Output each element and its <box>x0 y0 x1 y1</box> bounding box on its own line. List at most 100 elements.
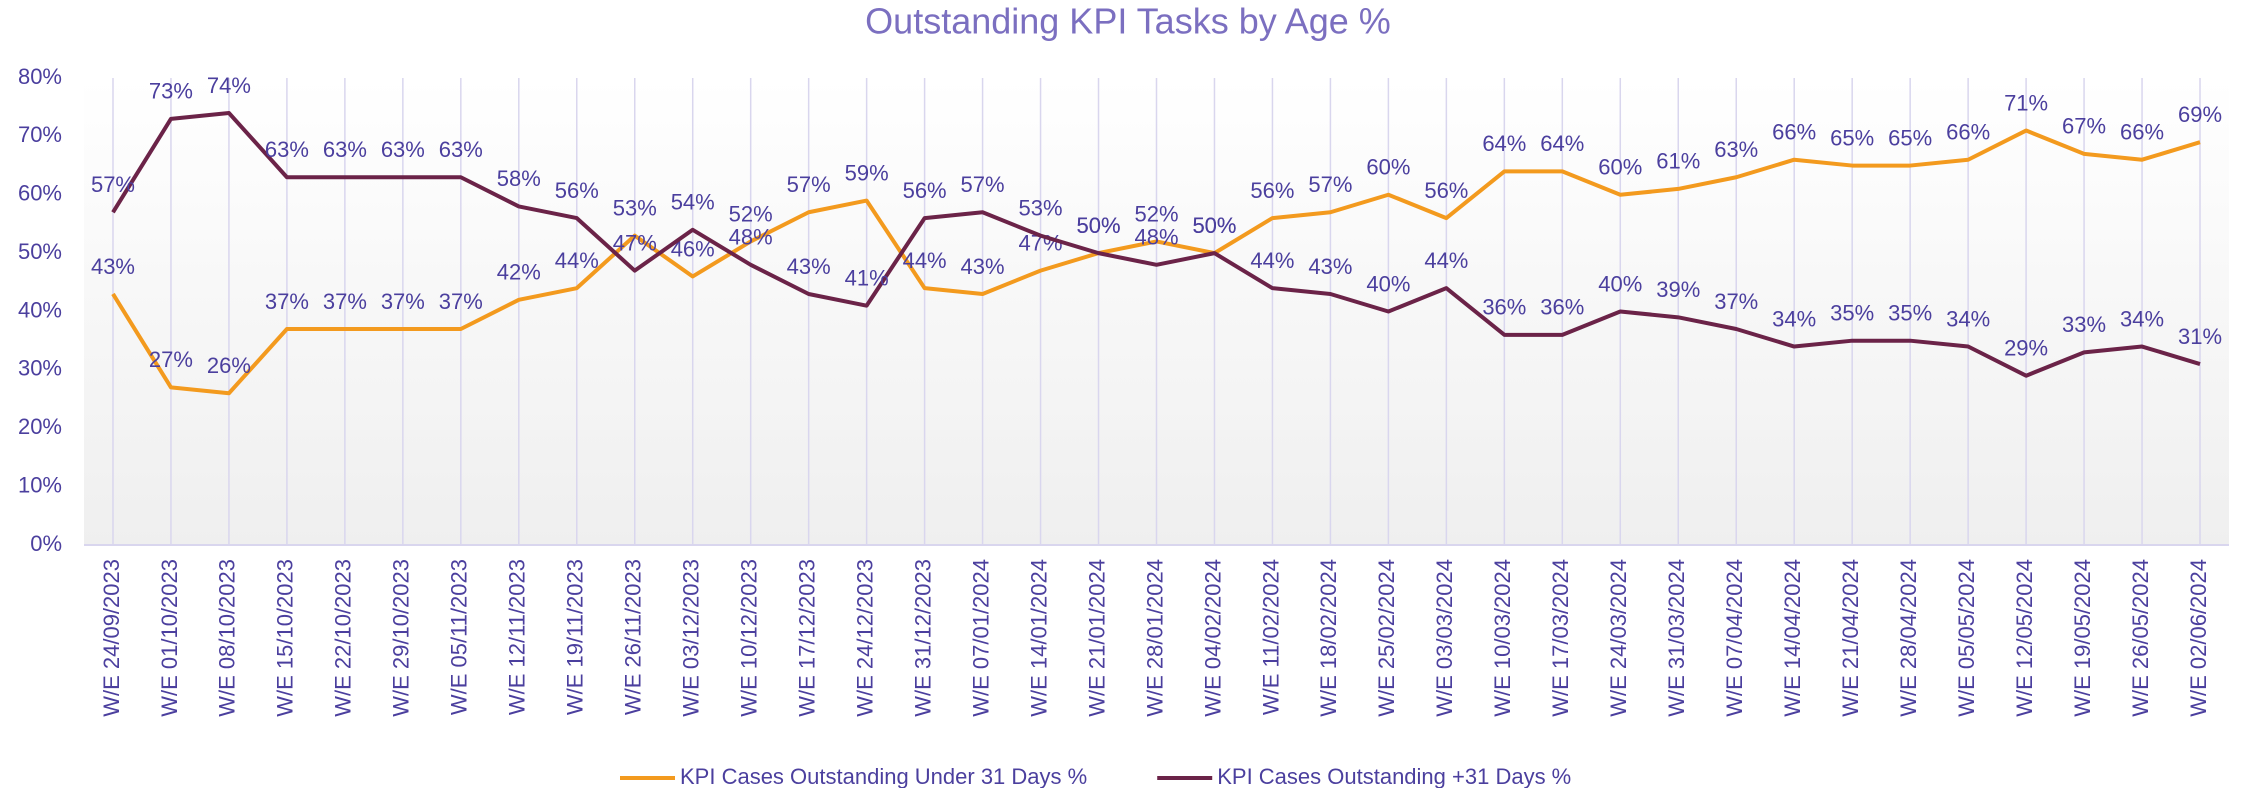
data-label: 63% <box>439 137 483 162</box>
data-label: 57% <box>961 172 1005 197</box>
y-tick-label: 30% <box>18 356 62 381</box>
data-label: 64% <box>1540 131 1584 156</box>
data-label: 56% <box>555 178 599 203</box>
data-label: 73% <box>149 79 193 104</box>
data-label: 48% <box>1134 225 1178 250</box>
data-label: 54% <box>671 190 715 215</box>
data-label: 43% <box>1308 254 1352 279</box>
x-tick-label: W/E 21/01/2024 <box>1084 559 1109 717</box>
x-tick-label: W/E 07/04/2024 <box>1722 559 1747 717</box>
x-tick-label: W/E 24/03/2024 <box>1606 559 1631 717</box>
legend-label: KPI Cases Outstanding Under 31 Days % <box>680 764 1087 788</box>
data-label: 53% <box>1019 195 1063 220</box>
x-tick-label: W/E 14/04/2024 <box>1780 559 1805 717</box>
data-label: 36% <box>1540 295 1584 320</box>
data-label: 65% <box>1830 125 1874 150</box>
data-label: 60% <box>1598 155 1642 180</box>
data-label: 52% <box>1134 201 1178 226</box>
x-tick-label: W/E 18/02/2024 <box>1316 559 1341 717</box>
data-label: 71% <box>2004 90 2048 115</box>
data-label: 40% <box>1598 271 1642 296</box>
x-tick-label: W/E 19/05/2024 <box>2070 559 2095 717</box>
x-tick-label: W/E 04/02/2024 <box>1200 559 1225 717</box>
data-label: 31% <box>2178 324 2222 349</box>
x-tick-label: W/E 29/10/2023 <box>389 559 414 717</box>
x-tick-label: W/E 26/05/2024 <box>2128 559 2153 717</box>
y-tick-label: 50% <box>18 239 62 264</box>
data-label: 37% <box>323 289 367 314</box>
x-tick-label: W/E 24/12/2023 <box>852 559 877 717</box>
y-tick-label: 20% <box>18 414 62 439</box>
data-label: 57% <box>787 172 831 197</box>
data-label: 50% <box>1077 213 1121 238</box>
data-label: 43% <box>961 254 1005 279</box>
x-tick-label: W/E 05/11/2023 <box>447 559 472 715</box>
x-tick-label: W/E 05/05/2024 <box>1954 559 1979 717</box>
data-label: 64% <box>1482 131 1526 156</box>
data-label: 43% <box>91 254 135 279</box>
x-tick-label: W/E 17/12/2023 <box>794 559 819 717</box>
x-tick-label: W/E 10/12/2023 <box>737 559 762 717</box>
x-tick-label: W/E 07/01/2024 <box>968 559 993 717</box>
x-tick-label: W/E 28/04/2024 <box>1896 559 1921 717</box>
data-label: 34% <box>1946 306 1990 331</box>
y-tick-label: 40% <box>18 297 62 322</box>
data-label: 63% <box>1714 137 1758 162</box>
x-tick-label: W/E 14/01/2024 <box>1026 559 1051 717</box>
x-tick-label: W/E 26/11/2023 <box>621 559 646 715</box>
x-tick-label: W/E 28/01/2024 <box>1142 559 1167 717</box>
x-tick-label: W/E 22/10/2023 <box>331 559 356 717</box>
data-label: 74% <box>207 73 251 98</box>
data-label: 35% <box>1830 301 1874 326</box>
data-label: 66% <box>1772 120 1816 145</box>
data-label: 37% <box>265 289 309 314</box>
x-tick-label: W/E 31/03/2024 <box>1664 559 1689 717</box>
series-line <box>111 111 2201 378</box>
x-tick-label: W/E 03/12/2023 <box>679 559 704 717</box>
data-label: 37% <box>439 289 483 314</box>
x-tick-label: W/E 12/11/2023 <box>505 559 530 715</box>
data-label: 48% <box>729 225 773 250</box>
x-tick-label: W/E 31/12/2023 <box>910 559 935 717</box>
data-label: 34% <box>2120 306 2164 331</box>
data-label: 67% <box>2062 114 2106 139</box>
data-label: 57% <box>1308 172 1352 197</box>
data-label: 40% <box>1366 271 1410 296</box>
data-label: 44% <box>1250 248 1294 273</box>
data-label: 41% <box>845 265 889 290</box>
y-tick-label: 60% <box>18 181 62 206</box>
data-label: 56% <box>1424 178 1468 203</box>
data-label: 63% <box>381 137 425 162</box>
data-label: 39% <box>1656 277 1700 302</box>
y-tick-label: 70% <box>18 122 62 147</box>
data-label: 29% <box>2004 336 2048 361</box>
data-label: 27% <box>149 347 193 372</box>
x-tick-label: W/E 11/02/2024 <box>1258 559 1283 715</box>
data-label: 33% <box>2062 312 2106 337</box>
data-label: 37% <box>1714 289 1758 314</box>
data-label: 60% <box>1366 155 1410 180</box>
data-label: 44% <box>555 248 599 273</box>
data-label: 66% <box>1946 120 1990 145</box>
x-tick-label: W/E 17/03/2024 <box>1548 559 1573 717</box>
x-tick-label: W/E 15/10/2023 <box>273 559 298 717</box>
data-label: 44% <box>1424 248 1468 273</box>
x-tick-label: W/E 24/09/2023 <box>99 559 124 717</box>
data-label: 52% <box>729 201 773 226</box>
data-label: 34% <box>1772 306 1816 331</box>
data-label: 37% <box>381 289 425 314</box>
data-label: 53% <box>613 195 657 220</box>
x-tick-label: W/E 25/02/2024 <box>1374 559 1399 717</box>
data-label: 69% <box>2178 102 2222 127</box>
data-label: 58% <box>497 166 541 191</box>
data-label: 63% <box>323 137 367 162</box>
data-label: 44% <box>903 248 947 273</box>
data-label: 63% <box>265 137 309 162</box>
data-label: 50% <box>1192 213 1236 238</box>
chart-title: Outstanding KPI Tasks by Age % <box>865 1 1391 42</box>
x-tick-label: W/E 21/04/2024 <box>1838 559 1863 717</box>
data-label: 59% <box>845 160 889 185</box>
data-label: 56% <box>1250 178 1294 203</box>
data-label: 50% <box>1192 213 1236 238</box>
data-label: 42% <box>497 260 541 285</box>
